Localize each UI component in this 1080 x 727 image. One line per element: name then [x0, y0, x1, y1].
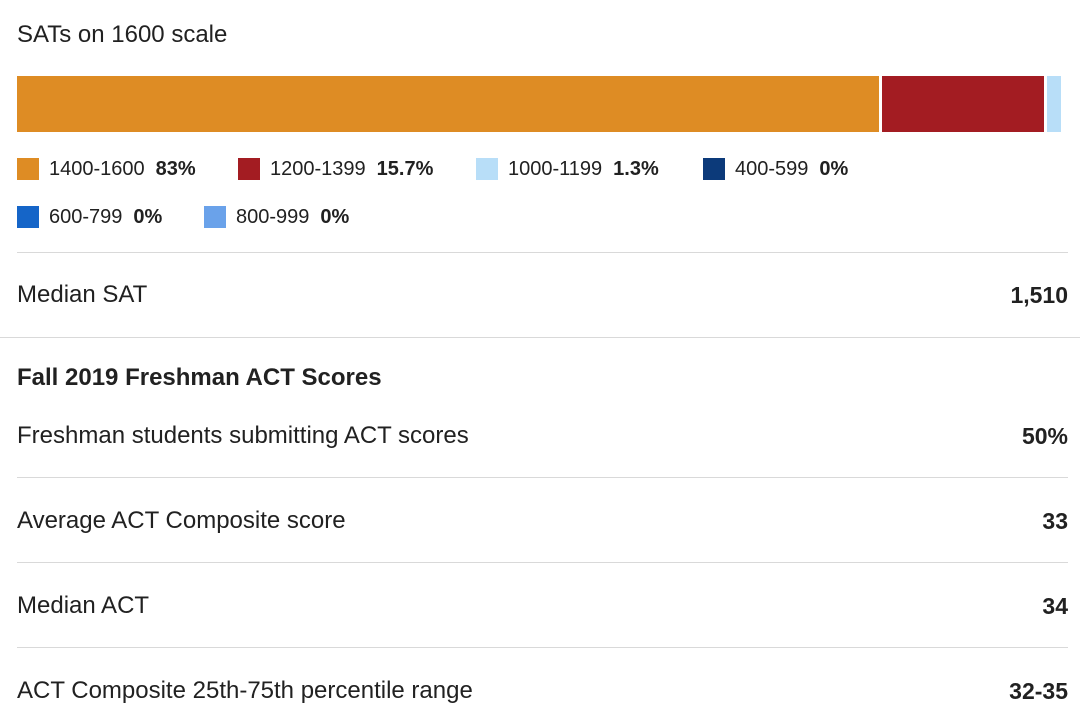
legend-item-1000-1199: 1000-1199 1.3%: [476, 157, 659, 181]
legend-swatch: [238, 158, 260, 180]
bar-segment-1000-1199: [1047, 76, 1061, 132]
legend-range-label: 1200-1399: [270, 157, 366, 180]
legend-item-1400-1600: 1400-1600 83%: [17, 157, 196, 181]
legend-percent: 0%: [819, 157, 849, 180]
divider: [17, 562, 1068, 563]
legend-percent: 15.7%: [376, 157, 434, 180]
legend-percent: 1.3%: [613, 157, 659, 180]
divider: [17, 647, 1068, 648]
divider: [17, 252, 1068, 253]
legend-item-600-799: 600-799 0%: [17, 205, 162, 229]
legend-range-label: 400-599: [735, 157, 809, 180]
act-row-value: 34: [1042, 593, 1068, 619]
sat-section-title: SATs on 1600 scale: [17, 21, 228, 48]
act-row-label: Median ACT: [17, 592, 150, 619]
act-row-label: ACT Composite 25th-75th percentile range: [17, 677, 473, 704]
legend-swatch: [204, 206, 226, 228]
legend-swatch: [17, 158, 39, 180]
bar-segment-1200-1399: [881, 76, 1045, 132]
legend-item-1200-1399: 1200-1399 15.7%: [238, 157, 433, 181]
act-section-heading: Fall 2019 Freshman ACT Scores: [17, 364, 382, 391]
legend-item-800-999: 800-999 0%: [204, 205, 349, 229]
legend-item-400-599: 400-599 0%: [703, 157, 848, 181]
act-row-value: 50%: [1021, 423, 1068, 449]
divider: [17, 477, 1068, 478]
legend-swatch: [476, 158, 498, 180]
act-row-label: Average ACT Composite score: [17, 507, 346, 534]
legend-swatch: [17, 206, 39, 228]
median-sat-value: 1,510: [1010, 282, 1068, 308]
legend-percent: 0%: [133, 205, 163, 228]
legend-percent: 83%: [155, 157, 196, 180]
sat-distribution-bar: [17, 76, 1061, 132]
section-divider: [0, 337, 1080, 338]
bar-segment-1400-1600: [17, 76, 879, 132]
legend-range-label: 1400-1600: [49, 157, 145, 180]
median-sat-label: Median SAT: [17, 281, 148, 308]
act-row-value: 32-35: [1009, 678, 1068, 704]
legend-range-label: 1000-1199: [508, 157, 603, 180]
act-row-label: Freshman students submitting ACT scores: [17, 422, 469, 449]
legend-range-label: 800-999: [236, 205, 310, 228]
legend-range-label: 600-799: [49, 205, 123, 228]
act-row-value: 33: [1042, 508, 1068, 534]
legend-percent: 0%: [320, 205, 350, 228]
legend-swatch: [703, 158, 725, 180]
